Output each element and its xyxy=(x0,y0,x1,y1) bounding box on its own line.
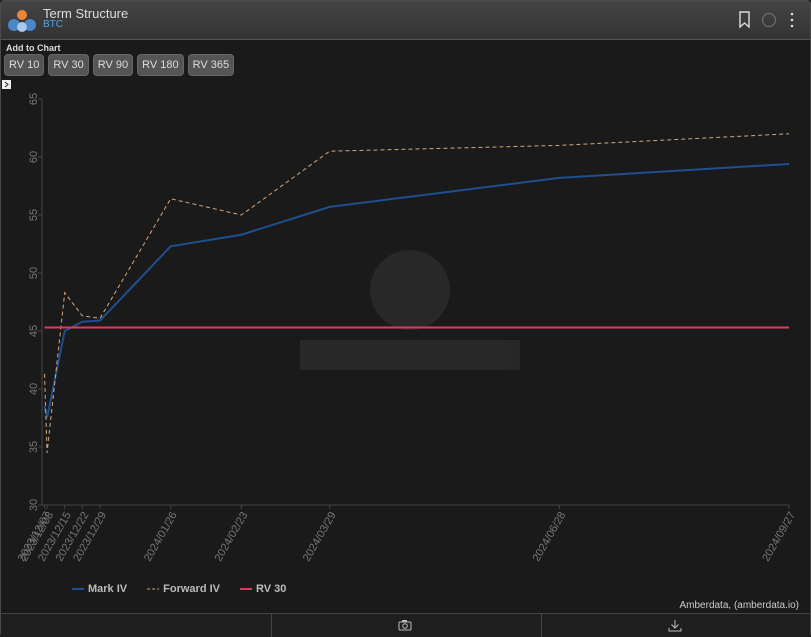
add-button[interactable]: RV 10 xyxy=(4,54,45,76)
y-tick-label: 35 xyxy=(28,441,40,453)
watermark xyxy=(300,250,520,370)
x-tick-label: 2024/09/27 xyxy=(760,510,798,564)
snapshot-icon[interactable] xyxy=(398,619,412,631)
y-tick-label: 55 xyxy=(28,209,40,221)
y-tick-label: 65 xyxy=(28,93,40,105)
legend-label: RV 30 xyxy=(256,583,286,595)
legend-label: Forward IV xyxy=(163,583,221,595)
add-button[interactable]: RV 365 xyxy=(187,54,235,76)
bottom-toolbar xyxy=(1,613,810,637)
y-tick-label: 30 xyxy=(28,499,40,511)
add-to-chart-label: Add to Chart xyxy=(6,43,61,53)
x-tick-label: 2024/06/28 xyxy=(531,510,569,564)
credit: Amberdata, (amberdata.io) xyxy=(679,600,799,611)
y-tick-label: 45 xyxy=(28,325,40,337)
widget-title: Term Structure xyxy=(43,6,129,21)
download-icon[interactable] xyxy=(668,619,682,632)
add-button[interactable]: RV 180 xyxy=(137,54,184,76)
series-line xyxy=(44,133,790,453)
collapse-toggle[interactable] xyxy=(2,80,11,89)
header-icons[interactable] xyxy=(736,9,806,33)
x-tick-label: 2024/01/26 xyxy=(142,510,180,564)
logo xyxy=(8,10,36,32)
legend-label: Mark IV xyxy=(88,583,128,595)
widget-subtitle: BTC xyxy=(43,19,63,30)
add-button[interactable]: RV 30 xyxy=(48,54,89,76)
button-row: RV 10 RV 30 RV 90 RV 180 RV 365 xyxy=(4,54,235,76)
x-tick-label: 2024/03/29 xyxy=(301,510,339,564)
add-button[interactable]: RV 90 xyxy=(92,54,134,76)
y-tick-label: 50 xyxy=(28,267,40,279)
y-tick-label: 40 xyxy=(28,383,40,395)
y-tick-label: 60 xyxy=(28,151,40,163)
x-tick-label: 2024/02/23 xyxy=(213,510,251,564)
header: Term Structure BTC xyxy=(1,1,810,40)
